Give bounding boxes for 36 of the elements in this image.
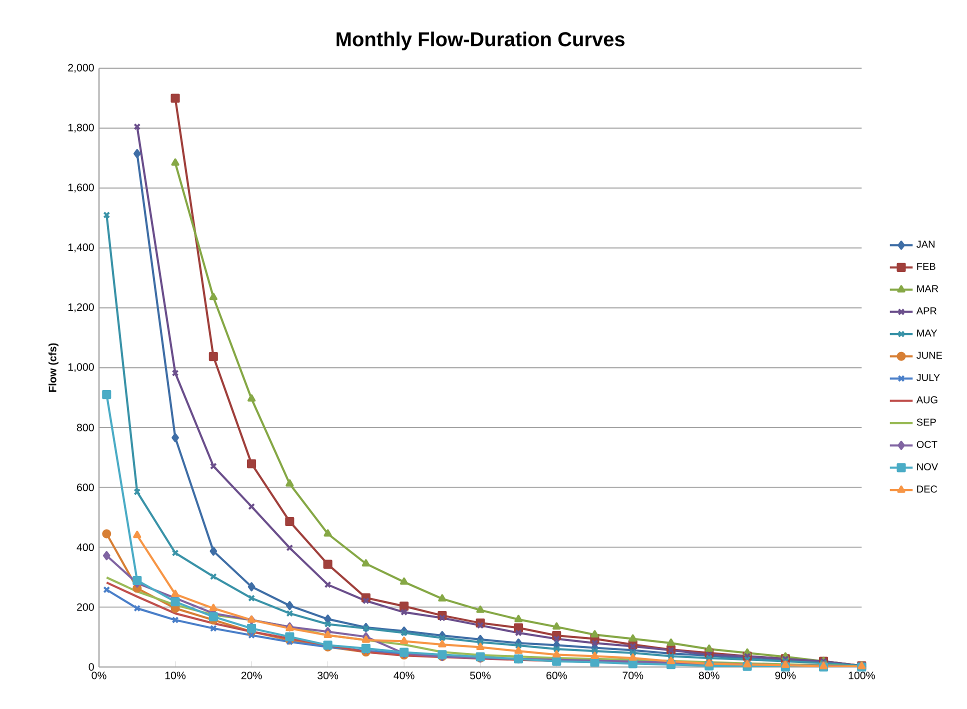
x-tick-label: 60% [546,672,567,680]
x-tick-label: 50% [470,672,491,680]
y-tick-label: 200 [77,603,94,611]
y-tick-label: 1,200 [68,303,94,312]
legend-label: JULY [916,374,940,382]
y-tick-label: 1,800 [68,124,94,133]
y-tick-label: 0 [88,663,94,671]
legend-label: MAR [917,285,938,292]
chart-title: Monthly Flow-Duration Curves [336,32,625,50]
legend-label: DEC [917,486,938,493]
y-tick-label: 600 [77,484,94,492]
y-tick-label: 400 [76,543,94,552]
x-tick-label: 20% [241,672,262,680]
legend-label: APR [916,307,936,314]
legend-label: NOV [917,463,938,470]
y-tick-label: 1,000 [68,363,94,372]
x-tick-label: 30% [318,672,338,680]
legend-label: JUNE [916,352,942,359]
y-axis-title: Flow (cfs) [48,343,58,392]
legend-label: FEB [917,263,936,270]
y-tick-label: 1,400 [68,244,94,252]
y-tick-label: 1,600 [68,184,94,192]
y-tick-label: 2,000 [68,64,94,73]
legend-label: JAN [916,240,934,248]
x-tick-label: 80% [698,672,720,680]
x-tick-label: 0% [92,672,106,680]
y-tick-label: 800 [76,424,94,432]
x-tick-label: 70% [622,672,644,680]
x-tick-label: 40% [394,672,414,680]
x-tick-label: 10% [165,672,186,680]
legend-label: SEP [916,418,936,426]
x-tick-label: 100% [848,672,875,680]
legend-label: AUG [916,396,938,404]
legend-label: OCT [916,440,938,448]
x-tick-label: 90% [775,672,796,680]
legend-label: MAY [917,330,938,337]
